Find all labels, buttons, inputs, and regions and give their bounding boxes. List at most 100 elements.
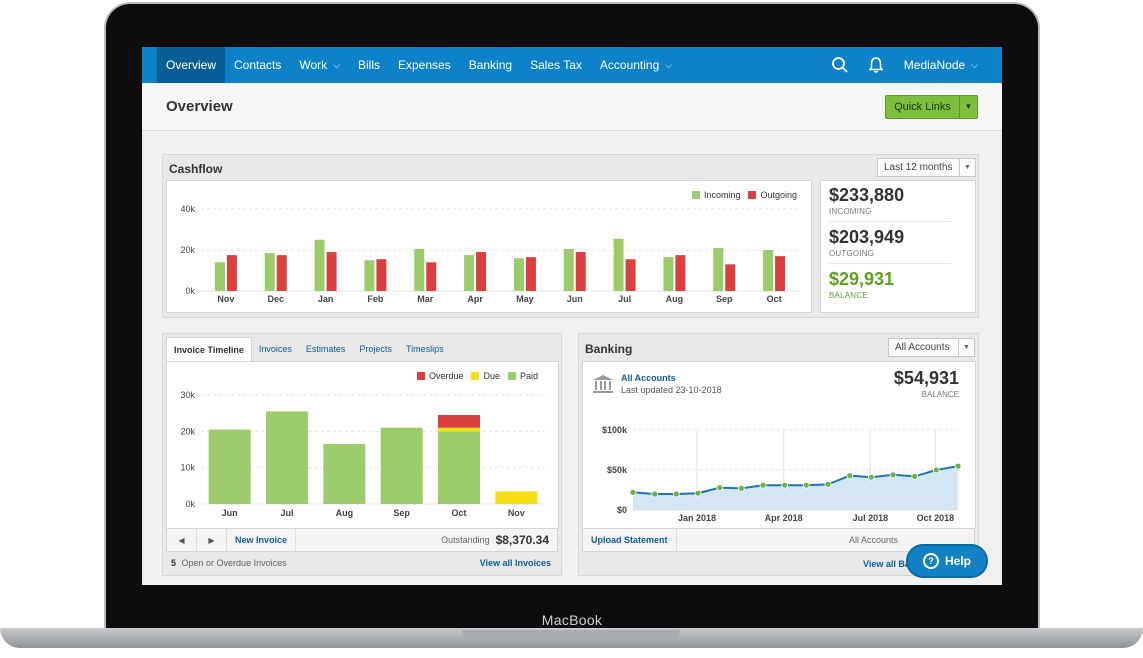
banking-footer: Upload Statement All Accounts <box>582 528 975 552</box>
y-tick-label: 0k <box>185 499 195 509</box>
legend-incoming-label: Incoming <box>703 190 741 200</box>
balance-point <box>781 481 789 489</box>
incoming-bar <box>264 253 275 291</box>
legend-swatch <box>416 372 425 380</box>
y-tick-label: 20k <box>180 245 195 255</box>
view-all-bank-link[interactable]: View all Ba <box>863 559 910 569</box>
balance-point <box>911 473 919 480</box>
tab-invoice-timeline[interactable]: Invoice Timeline <box>166 337 252 361</box>
outgoing-bar <box>625 259 636 291</box>
legend-swatch <box>471 372 480 380</box>
nav-items: Overview Contacts Work ⌵ Bills Expenses Bankin… <box>157 47 681 83</box>
chevron-down-icon: ▼ <box>958 339 974 356</box>
outgoing-bar <box>476 252 487 291</box>
bank-account-select-value: All Accounts <box>895 342 950 353</box>
incoming-bar <box>464 255 475 291</box>
nav-item-label: Expenses <box>398 58 451 72</box>
cashflow-period-select[interactable]: Last 12 months ▼ <box>877 158 976 177</box>
org-menu[interactable]: MediaNode ⌵ <box>894 47 1002 83</box>
balance-area <box>633 466 958 510</box>
chevron-down-icon[interactable]: ▼ <box>959 95 977 118</box>
nav-item-banking[interactable]: Banking <box>460 47 521 83</box>
bank-account-select[interactable]: All Accounts ▼ <box>888 338 975 357</box>
summary-divider <box>829 263 951 264</box>
cashflow-period-value: Last 12 months <box>884 162 953 173</box>
cashflow-panel: Cashflow Last 12 months ▼ Incoming Outgo… <box>162 154 979 318</box>
nav-item-work[interactable]: Work ⌵ <box>290 47 349 83</box>
balance-point <box>802 481 810 489</box>
balance-point <box>651 490 659 498</box>
nav-item-label: Contacts <box>234 58 282 72</box>
x-tick-label: May <box>516 294 534 304</box>
outgoing-bar <box>376 259 387 291</box>
paid-bar <box>208 429 251 504</box>
next-arrow-icon[interactable]: ▶ <box>197 529 227 551</box>
upload-statement-label: Upload Statement <box>591 535 668 545</box>
paid-bar <box>266 411 308 504</box>
legend-swatch <box>691 191 700 199</box>
nav-item-label: Work <box>299 58 328 72</box>
prev-arrow-icon[interactable]: ◀ <box>167 529 197 551</box>
balance-point <box>824 481 832 488</box>
outstanding-label: Outstanding <box>441 535 490 545</box>
quick-links-button[interactable]: Quick Links ▼ <box>885 94 978 119</box>
cashflow-summary: $233,880 INCOMING $203,949 OUTGOING $29,… <box>820 180 976 313</box>
outgoing-label: OUTGOING <box>829 249 875 258</box>
balance-point <box>694 489 702 497</box>
x-tick-label: Mar <box>417 294 434 304</box>
bank-account-link[interactable]: All Accounts <box>621 373 676 383</box>
y-tick-label: $0 <box>617 505 627 515</box>
outstanding-value: $8,370.34 <box>495 533 549 547</box>
cashflow-title: Cashflow <box>169 162 223 176</box>
open-invoices-summary: 5 Open or Overdue Invoices <box>171 558 287 568</box>
balance-line <box>632 465 959 495</box>
bank-balance-label: BALANCE <box>921 390 959 399</box>
help-button[interactable]: ? Help <box>906 544 988 578</box>
new-invoice-button[interactable]: New Invoice <box>227 529 297 551</box>
open-label: Open or Overdue Invoices <box>181 558 287 568</box>
balance-point <box>846 472 854 479</box>
invoice-chart-card: Overdue Due Paid 0k 10k 20k 30k Jun Jul Aug Sep… <box>166 361 559 528</box>
y-tick-label: 20k <box>180 426 195 436</box>
nav-item-sales-tax[interactable]: Sales Tax <box>521 47 591 83</box>
balance-label: BALANCE <box>829 291 868 300</box>
legend-outgoing-label: Outgoing <box>760 190 797 200</box>
nav-item-contacts[interactable]: Contacts <box>225 47 290 83</box>
incoming-bar <box>414 248 425 291</box>
view-all-invoices-link[interactable]: View all Invoices <box>479 558 551 568</box>
incoming-label: INCOMING <box>829 207 872 216</box>
x-tick-label: Jan <box>318 294 334 304</box>
due-bar <box>438 427 480 432</box>
upload-statement-button[interactable]: Upload Statement <box>583 529 677 551</box>
search-icon[interactable] <box>822 47 858 83</box>
nav-item-label: Sales Tax <box>530 58 582 72</box>
nav-item-accounting[interactable]: Accounting ⌵ <box>591 47 681 83</box>
x-tick-label: Sep <box>393 508 410 518</box>
balance-amount: $29,931 <box>829 269 895 289</box>
outgoing-bar <box>675 255 686 291</box>
outgoing-bar <box>276 255 287 291</box>
legend-due-label: Due <box>483 371 500 381</box>
nav-item-bills[interactable]: Bills <box>349 47 389 83</box>
x-tick-label: Oct <box>767 294 782 304</box>
tab-projects[interactable]: Projects <box>359 344 392 354</box>
balance-point <box>889 471 897 479</box>
nav-item-overview[interactable]: Overview <box>157 47 226 83</box>
y-tick-label: 30k <box>180 390 195 400</box>
outgoing-bar <box>575 252 586 291</box>
nav-item-label: Accounting <box>599 58 660 72</box>
x-tick-label: Nov <box>217 294 234 304</box>
help-label: Help <box>944 554 971 568</box>
open-count: 5 <box>171 558 177 568</box>
laptop-notch <box>462 630 680 639</box>
nav-item-label: Banking <box>468 58 513 72</box>
bell-icon[interactable] <box>858 47 894 83</box>
tab-estimates[interactable]: Estimates <box>305 344 346 354</box>
outgoing-bar <box>525 257 536 291</box>
tab-timeslips[interactable]: Timeslips <box>405 344 444 354</box>
bank-balance: $54,931 <box>893 368 959 388</box>
tab-invoices[interactable]: Invoices <box>258 344 292 354</box>
legend-due: Due <box>471 371 500 381</box>
x-tick-label: Aug <box>666 294 684 304</box>
nav-item-expenses[interactable]: Expenses <box>389 47 460 83</box>
